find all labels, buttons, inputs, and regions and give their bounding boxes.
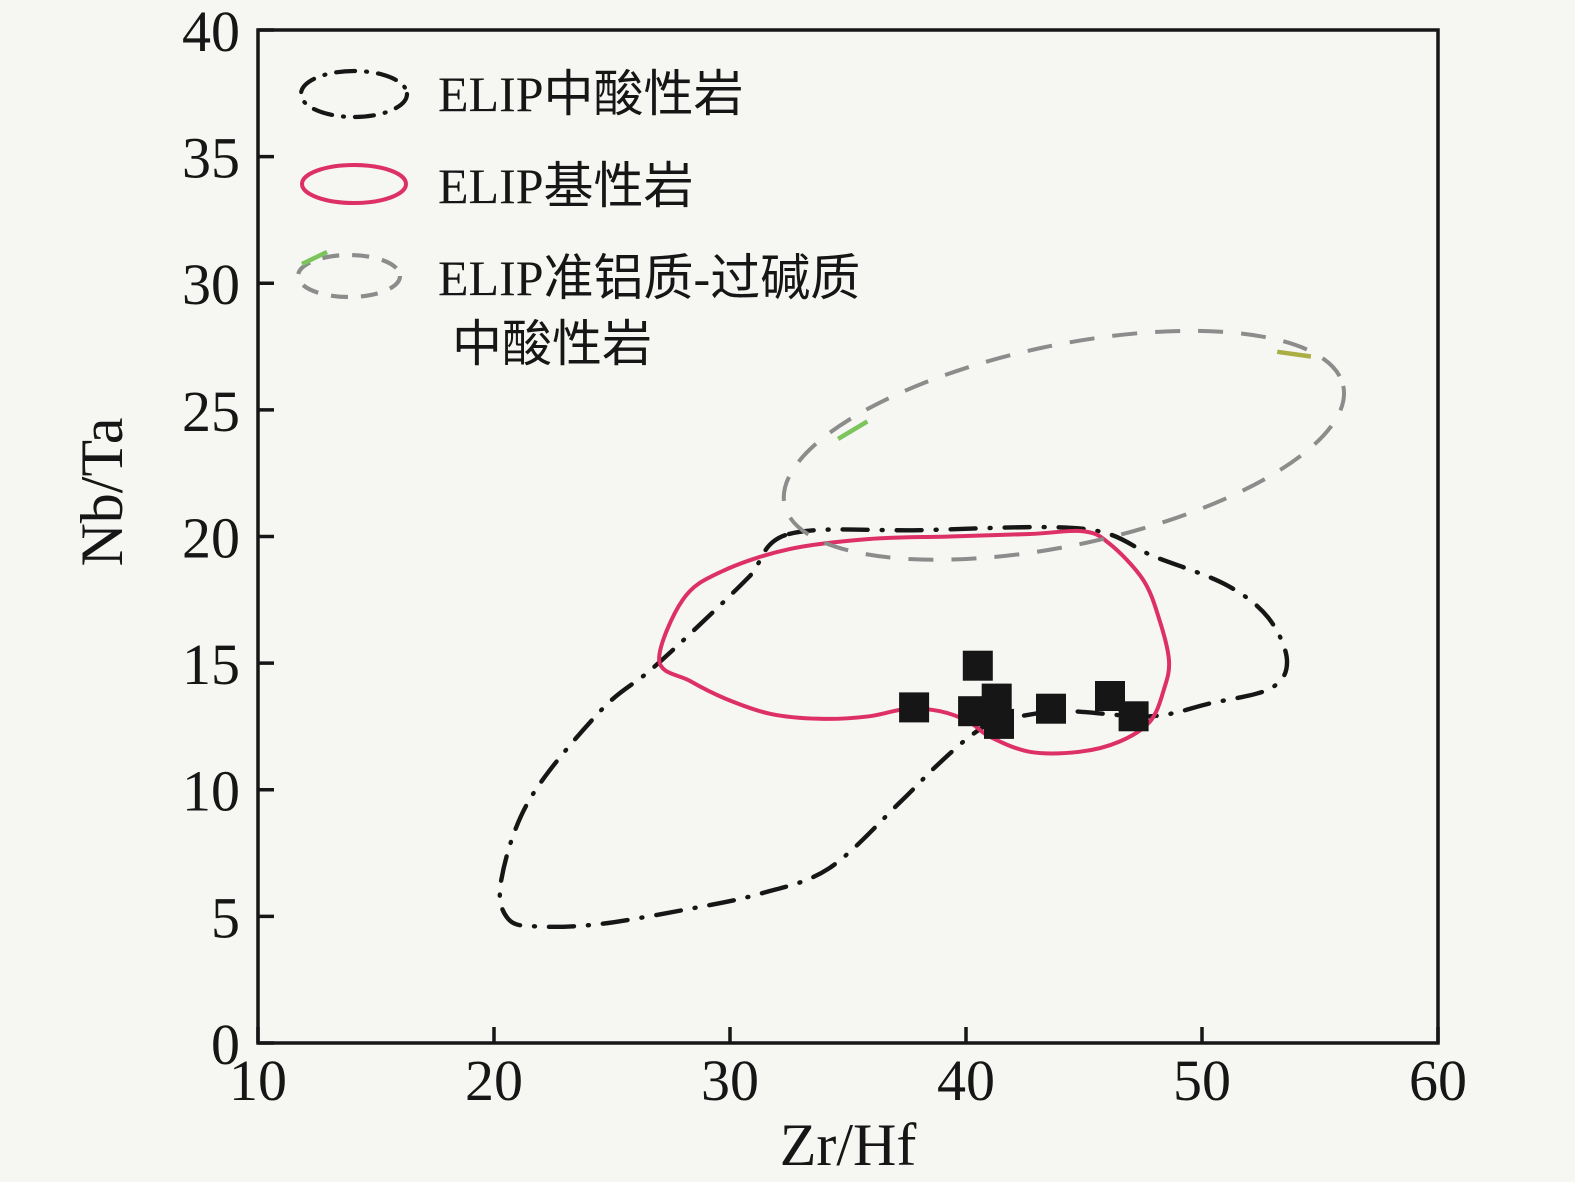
field-outline-solid [657, 528, 1172, 756]
field-outline-dashdot [497, 524, 1290, 930]
field-outline-dashed-group [781, 328, 1347, 562]
x-tick-label: 40 [937, 1048, 995, 1113]
legend-symbol-dashdot-ellipse [298, 68, 410, 120]
legend-label-metaluminous-line2: 中酸性岩 [452, 316, 652, 372]
legend-label-intermediate-acid: ELIP中酸性岩 [438, 66, 744, 122]
field-outline-accent-dash [836, 419, 869, 441]
y-tick-label: 40 [182, 0, 240, 64]
y-tick-label: 30 [182, 252, 240, 317]
data-point-square [899, 692, 930, 723]
x-tick-label: 60 [1409, 1048, 1467, 1113]
y-tick-label: 0 [211, 1012, 240, 1077]
data-point-square [984, 708, 1014, 739]
y-tick-label: 20 [182, 505, 240, 570]
legend-symbol-solid-ellipse [300, 163, 408, 205]
legend-label-basic: ELIP基性岩 [438, 158, 694, 214]
y-tick-label: 10 [182, 759, 240, 824]
data-point-square [958, 696, 989, 727]
y-axis-ticks [258, 28, 274, 1045]
data-point-square [1118, 701, 1149, 732]
y-tick-label: 35 [182, 126, 240, 191]
y-tick-label: 25 [182, 379, 240, 444]
y-tick-label: 5 [211, 885, 240, 950]
data-points [899, 650, 1149, 739]
x-axis-tick-labels: 10 20 30 40 50 60 [229, 1048, 1467, 1113]
y-tick-label: 15 [182, 632, 240, 697]
plot-frame [256, 28, 1440, 1045]
legend: ELIP中酸性岩 ELIP基性岩 ELIP准铝质-过碱质 中酸性岩 [295, 66, 860, 372]
x-tick-label: 10 [229, 1048, 287, 1113]
field-outline-dashed [781, 328, 1347, 562]
y-axis-tick-labels: 0 5 10 15 20 25 30 35 40 [182, 0, 240, 1077]
data-point-square [962, 650, 993, 681]
x-tick-label: 50 [1173, 1048, 1231, 1113]
x-axis-title: Zr/Hf [780, 1112, 917, 1178]
field-outline-accent-dash [1276, 349, 1312, 359]
legend-symbol-dashed-ellipse [295, 252, 403, 300]
y-axis-title: Nb/Ta [69, 417, 135, 566]
legend-symbol-green-dash [301, 249, 328, 267]
x-tick-label: 20 [465, 1048, 523, 1113]
x-tick-label: 30 [701, 1048, 759, 1113]
field-outlines [497, 328, 1347, 930]
x-axis-ticks [256, 1027, 1440, 1043]
data-point-square [1036, 693, 1066, 724]
legend-label-metaluminous-line1: ELIP准铝质-过碱质 [438, 250, 860, 306]
